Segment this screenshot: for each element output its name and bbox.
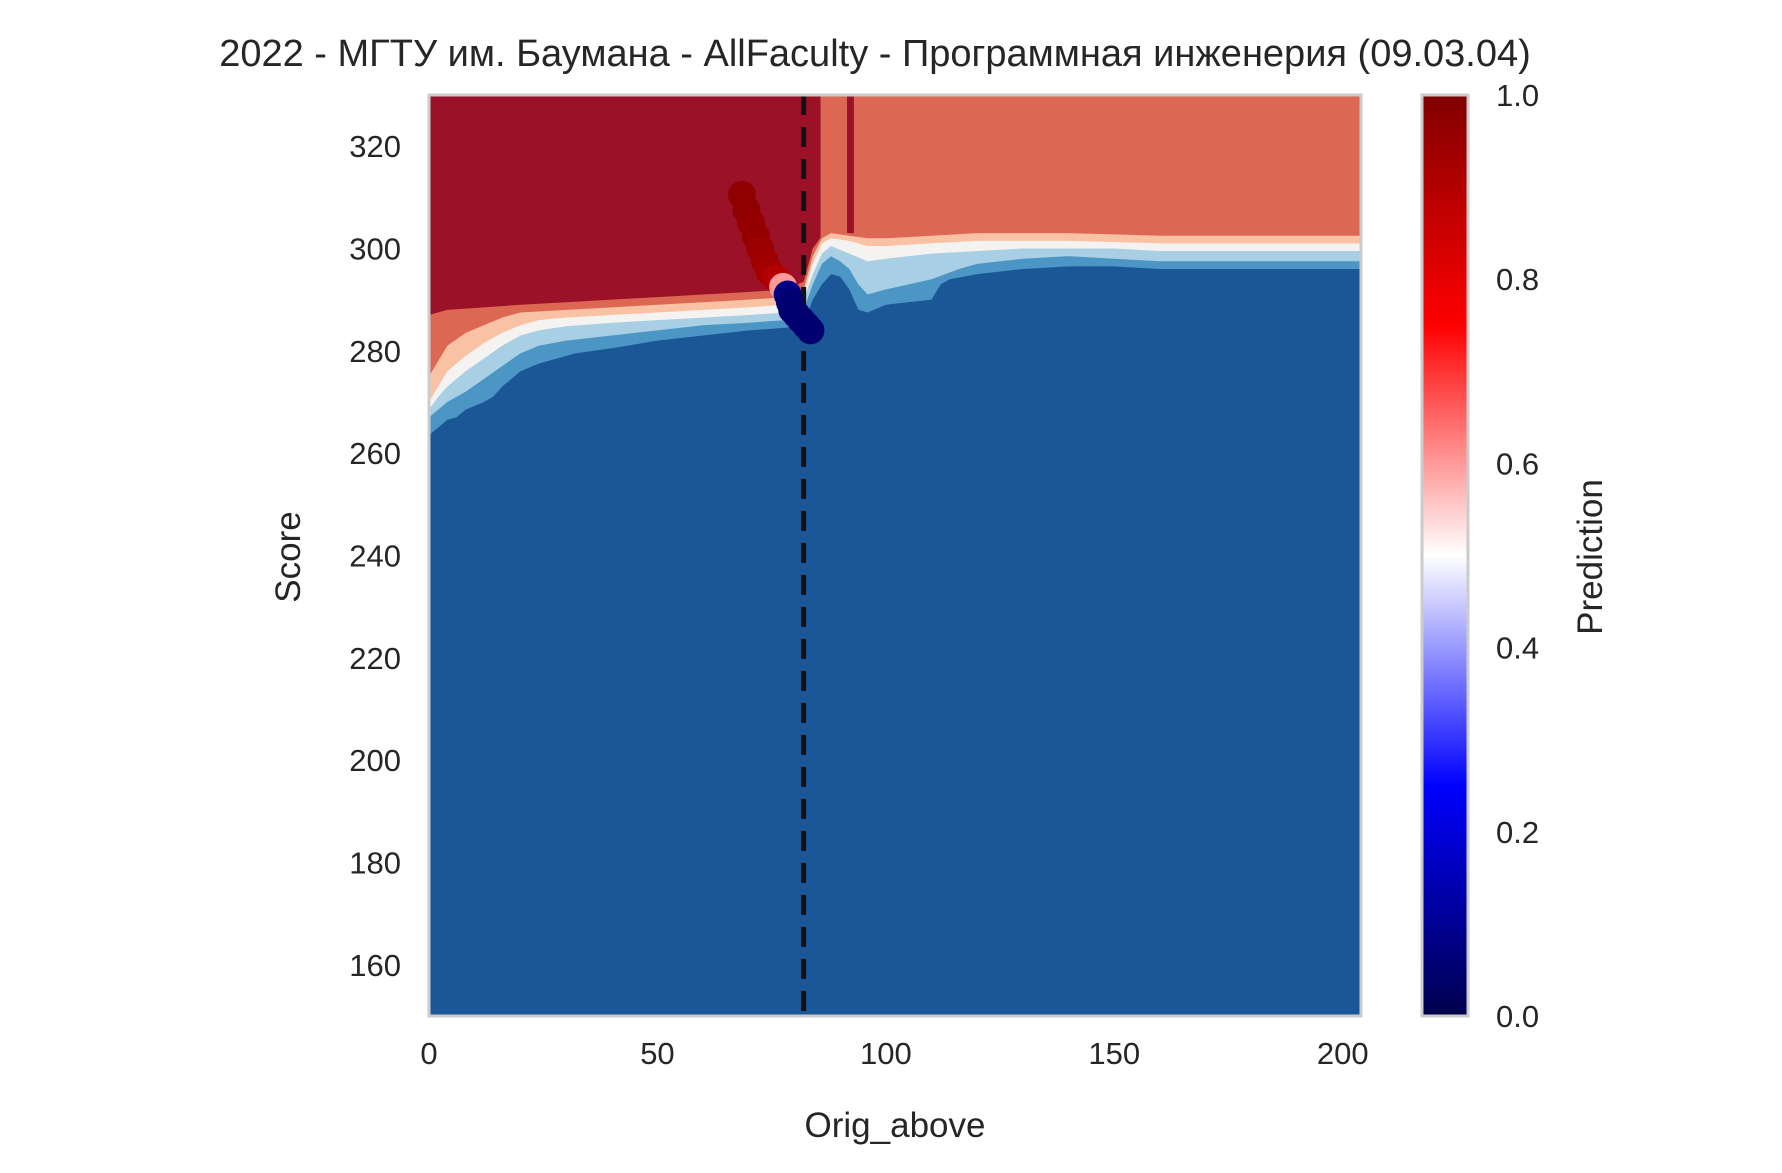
x-axis: 0 50 100 150 200 bbox=[420, 1036, 1368, 1071]
x-tick-label: 150 bbox=[1088, 1036, 1140, 1071]
y-tick-label: 160 bbox=[349, 948, 401, 983]
y-tick-label: 240 bbox=[349, 539, 401, 574]
colorbar-tick-label: 0.6 bbox=[1496, 446, 1539, 481]
x-axis-label: Orig_above bbox=[805, 1106, 986, 1145]
y-axis: 160 180 200 220 240 260 280 300 320 bbox=[349, 129, 401, 983]
chart-title: 2022 - МГТУ им. Баумана - AllFaculty - П… bbox=[219, 33, 1531, 75]
x-tick-label: 100 bbox=[860, 1036, 912, 1071]
y-axis-label: Score bbox=[269, 511, 308, 602]
colorbar-gradient bbox=[1420, 93, 1470, 1018]
contour-low-region bbox=[429, 266, 1361, 1016]
contour-fill bbox=[429, 95, 1361, 1016]
x-tick-label: 200 bbox=[1317, 1036, 1369, 1071]
colorbar-tick-label: 0.4 bbox=[1496, 631, 1539, 666]
y-tick-label: 320 bbox=[349, 129, 401, 164]
colorbar-tick-label: 0.2 bbox=[1496, 815, 1539, 850]
scatter-point bbox=[796, 316, 825, 345]
colorbar-ticks: 0.0 0.2 0.4 0.6 0.8 1.0 bbox=[1496, 78, 1539, 1034]
x-tick-label: 50 bbox=[640, 1036, 674, 1071]
colorbar-tick-label: 1.0 bbox=[1496, 78, 1539, 113]
colorbar-label: Prediction bbox=[1571, 479, 1610, 635]
y-tick-label: 200 bbox=[349, 743, 401, 778]
y-tick-label: 260 bbox=[349, 436, 401, 471]
plot-frame bbox=[427, 93, 1363, 1018]
scatter-series bbox=[727, 180, 825, 345]
x-tick-label: 0 bbox=[420, 1036, 437, 1071]
y-tick-label: 300 bbox=[349, 232, 401, 267]
y-tick-label: 180 bbox=[349, 846, 401, 881]
colorbar-tick-label: 0.8 bbox=[1496, 262, 1539, 297]
y-tick-label: 220 bbox=[349, 641, 401, 676]
y-tick-label: 280 bbox=[349, 334, 401, 369]
plot-area bbox=[429, 95, 1361, 1016]
colorbar: 0.0 0.2 0.4 0.6 0.8 1.0 Prediction bbox=[1420, 78, 1610, 1034]
colorbar-tick-label: 0.0 bbox=[1496, 999, 1539, 1034]
